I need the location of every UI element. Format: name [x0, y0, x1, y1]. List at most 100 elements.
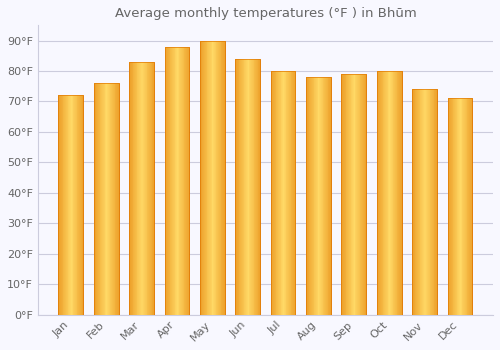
- Bar: [75, 95, 76, 315]
- Bar: [318, 77, 320, 315]
- Bar: [71, 95, 72, 315]
- Bar: [209, 41, 210, 315]
- Bar: [434, 89, 436, 315]
- Bar: [293, 71, 294, 315]
- Bar: [129, 62, 154, 315]
- Bar: [210, 41, 212, 315]
- Bar: [386, 71, 388, 315]
- Bar: [270, 71, 295, 315]
- Bar: [98, 83, 99, 315]
- Bar: [428, 89, 430, 315]
- Bar: [236, 59, 260, 315]
- Bar: [396, 71, 398, 315]
- Bar: [106, 83, 107, 315]
- Bar: [257, 59, 258, 315]
- Bar: [279, 71, 280, 315]
- Bar: [359, 74, 360, 315]
- Bar: [348, 74, 349, 315]
- Bar: [164, 47, 190, 315]
- Bar: [222, 41, 223, 315]
- Bar: [391, 71, 392, 315]
- Bar: [469, 98, 470, 315]
- Bar: [134, 62, 135, 315]
- Bar: [330, 77, 331, 315]
- Bar: [270, 71, 272, 315]
- Bar: [449, 98, 450, 315]
- Bar: [400, 71, 401, 315]
- Bar: [186, 47, 187, 315]
- Bar: [138, 62, 139, 315]
- Bar: [452, 98, 454, 315]
- Bar: [349, 74, 350, 315]
- Bar: [173, 47, 174, 315]
- Bar: [282, 71, 283, 315]
- Bar: [58, 95, 84, 315]
- Bar: [364, 74, 366, 315]
- Bar: [448, 98, 472, 315]
- Bar: [68, 95, 70, 315]
- Bar: [386, 71, 387, 315]
- Bar: [94, 83, 118, 315]
- Bar: [62, 95, 64, 315]
- Bar: [464, 98, 465, 315]
- Bar: [67, 95, 68, 315]
- Bar: [103, 83, 104, 315]
- Bar: [466, 98, 468, 315]
- Bar: [200, 41, 224, 315]
- Bar: [321, 77, 322, 315]
- Bar: [187, 47, 188, 315]
- Bar: [362, 74, 363, 315]
- Bar: [171, 47, 172, 315]
- Bar: [241, 59, 242, 315]
- Bar: [315, 77, 316, 315]
- Bar: [72, 95, 74, 315]
- Bar: [108, 83, 109, 315]
- Bar: [463, 98, 464, 315]
- Bar: [164, 47, 190, 315]
- Bar: [216, 41, 218, 315]
- Bar: [254, 59, 255, 315]
- Bar: [82, 95, 84, 315]
- Bar: [188, 47, 190, 315]
- Bar: [292, 71, 293, 315]
- Bar: [205, 41, 206, 315]
- Bar: [395, 71, 396, 315]
- Bar: [382, 71, 384, 315]
- Bar: [97, 83, 98, 315]
- Bar: [294, 71, 296, 315]
- Bar: [248, 59, 250, 315]
- Bar: [350, 74, 352, 315]
- Bar: [170, 47, 171, 315]
- Bar: [270, 71, 295, 315]
- Bar: [218, 41, 219, 315]
- Bar: [468, 98, 469, 315]
- Bar: [289, 71, 290, 315]
- Bar: [451, 98, 452, 315]
- Bar: [356, 74, 357, 315]
- Bar: [401, 71, 402, 315]
- Bar: [458, 98, 459, 315]
- Bar: [243, 59, 244, 315]
- Bar: [237, 59, 238, 315]
- Bar: [213, 41, 214, 315]
- Bar: [181, 47, 182, 315]
- Bar: [204, 41, 205, 315]
- Bar: [346, 74, 348, 315]
- Bar: [412, 89, 413, 315]
- Bar: [201, 41, 202, 315]
- Bar: [462, 98, 464, 315]
- Bar: [312, 77, 314, 315]
- Bar: [100, 83, 102, 315]
- Bar: [326, 77, 327, 315]
- Bar: [224, 41, 225, 315]
- Bar: [150, 62, 152, 315]
- Bar: [414, 89, 416, 315]
- Bar: [132, 62, 134, 315]
- Bar: [136, 62, 138, 315]
- Bar: [129, 62, 154, 315]
- Bar: [329, 77, 330, 315]
- Bar: [412, 89, 437, 315]
- Bar: [326, 77, 328, 315]
- Bar: [342, 74, 366, 315]
- Bar: [219, 41, 220, 315]
